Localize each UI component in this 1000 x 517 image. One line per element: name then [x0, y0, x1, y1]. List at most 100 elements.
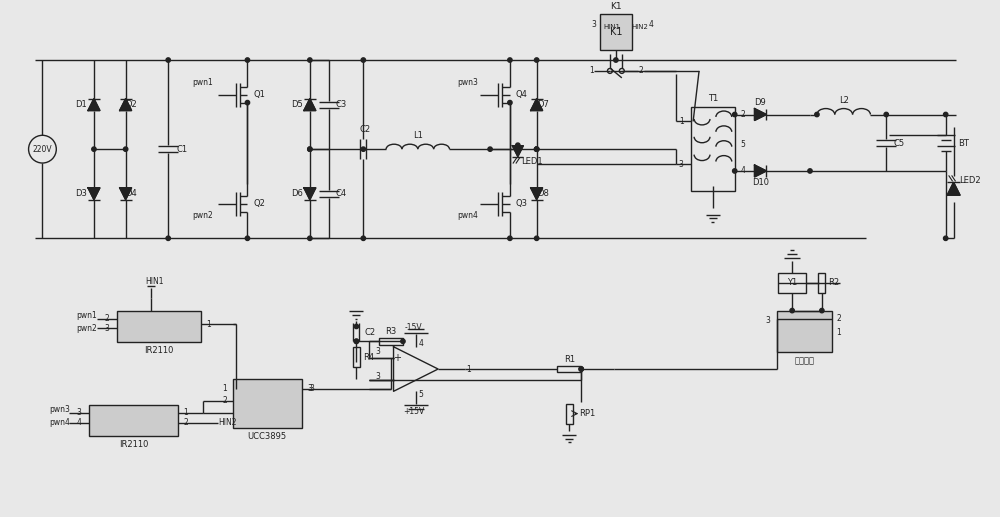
Circle shape: [534, 147, 539, 151]
Text: 1: 1: [184, 408, 188, 417]
Text: T1: T1: [708, 94, 718, 103]
Circle shape: [245, 58, 250, 62]
Text: +15V: +15V: [403, 407, 424, 416]
Text: Q3: Q3: [516, 199, 528, 208]
Circle shape: [733, 169, 737, 173]
Text: HIN2: HIN2: [631, 24, 648, 31]
Text: 4: 4: [77, 418, 82, 427]
Text: 4: 4: [649, 20, 654, 29]
Polygon shape: [88, 188, 100, 200]
Circle shape: [354, 324, 359, 329]
Text: L2: L2: [839, 96, 849, 105]
Text: Y1: Y1: [787, 278, 797, 287]
Circle shape: [308, 58, 312, 62]
Text: 4: 4: [740, 166, 745, 175]
Circle shape: [488, 147, 492, 151]
Circle shape: [790, 309, 794, 313]
Polygon shape: [304, 99, 316, 111]
Circle shape: [534, 236, 539, 240]
Circle shape: [308, 147, 312, 151]
Text: pwn2: pwn2: [77, 324, 97, 333]
Text: D9: D9: [755, 98, 766, 107]
Text: +: +: [393, 353, 401, 363]
Circle shape: [166, 58, 170, 62]
Circle shape: [123, 147, 128, 151]
Text: 1: 1: [206, 320, 211, 329]
Text: HIN1: HIN1: [603, 24, 620, 31]
Text: 2: 2: [104, 314, 109, 323]
Text: D10: D10: [752, 178, 769, 187]
Text: D3: D3: [75, 189, 87, 198]
Text: pwn4: pwn4: [457, 211, 478, 220]
Bar: [353, 347, 360, 367]
Text: Q4: Q4: [516, 90, 528, 99]
Circle shape: [354, 339, 359, 343]
Circle shape: [354, 339, 359, 343]
Bar: [566, 404, 573, 423]
Bar: [557, 366, 581, 373]
Text: D5: D5: [291, 100, 303, 109]
Text: Q1: Q1: [253, 90, 265, 99]
Text: R2: R2: [828, 278, 839, 287]
Circle shape: [361, 58, 366, 62]
Text: Q2: Q2: [253, 199, 265, 208]
Circle shape: [534, 58, 539, 62]
Text: IR2110: IR2110: [144, 346, 173, 355]
Circle shape: [361, 236, 366, 240]
Circle shape: [943, 112, 948, 117]
Text: R4: R4: [363, 353, 374, 362]
Text: IR2110: IR2110: [119, 440, 148, 449]
Text: BT: BT: [958, 139, 969, 148]
Text: 5: 5: [740, 140, 745, 149]
Text: 霍尔元件: 霍尔元件: [795, 357, 815, 366]
Circle shape: [820, 309, 824, 313]
Circle shape: [508, 100, 512, 105]
Text: 2: 2: [184, 418, 188, 427]
Text: 3: 3: [77, 408, 82, 417]
Text: pwn2: pwn2: [192, 211, 213, 220]
Text: C4: C4: [336, 189, 347, 198]
Text: 2: 2: [740, 110, 745, 119]
Circle shape: [245, 236, 250, 240]
Polygon shape: [88, 99, 100, 111]
Text: C2: C2: [365, 328, 376, 337]
Text: pwn1: pwn1: [192, 78, 213, 87]
Text: pwn3: pwn3: [49, 405, 70, 414]
Text: 1: 1: [836, 328, 841, 337]
Bar: [818, 273, 825, 293]
Text: LED1: LED1: [521, 157, 543, 165]
Text: 3: 3: [592, 20, 597, 29]
Text: pwn3: pwn3: [457, 78, 478, 87]
Text: D2: D2: [125, 100, 136, 109]
Circle shape: [614, 58, 618, 62]
Circle shape: [401, 339, 405, 343]
Text: 1: 1: [679, 117, 684, 126]
Bar: [379, 338, 403, 345]
Bar: [691, 107, 735, 191]
Text: 1: 1: [589, 66, 593, 75]
Circle shape: [733, 112, 737, 117]
Text: D8: D8: [537, 189, 549, 198]
Text: 3: 3: [679, 160, 684, 169]
Circle shape: [884, 112, 888, 117]
Circle shape: [534, 147, 539, 151]
Text: 3: 3: [307, 384, 312, 393]
Text: pwn4: pwn4: [49, 418, 70, 427]
Text: C5: C5: [894, 139, 905, 148]
Polygon shape: [304, 188, 316, 200]
Text: D7: D7: [537, 100, 549, 109]
Text: 3: 3: [765, 316, 770, 325]
Bar: [89, 405, 178, 436]
Text: 3: 3: [310, 384, 315, 393]
Text: RP1: RP1: [579, 409, 595, 418]
Polygon shape: [531, 99, 543, 111]
Polygon shape: [755, 165, 766, 177]
Circle shape: [508, 236, 512, 240]
Text: -15V: -15V: [405, 323, 423, 332]
Text: 5: 5: [418, 390, 423, 399]
Text: pwn1: pwn1: [77, 311, 97, 320]
Text: D6: D6: [291, 189, 303, 198]
Text: C3: C3: [336, 100, 347, 109]
Circle shape: [245, 100, 250, 105]
Text: K1: K1: [610, 2, 622, 11]
